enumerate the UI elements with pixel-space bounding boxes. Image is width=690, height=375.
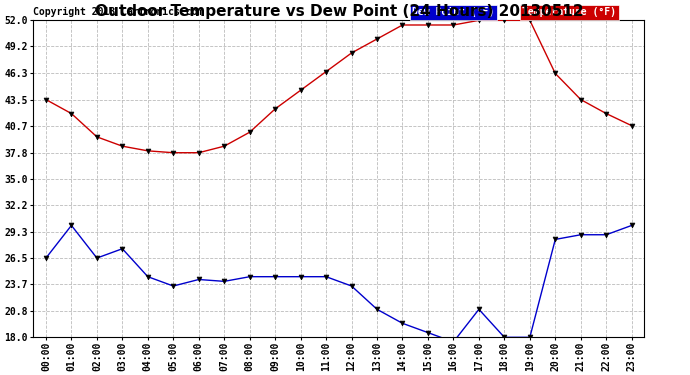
- Text: Temperature (°F): Temperature (°F): [522, 7, 616, 17]
- Title: Outdoor Temperature vs Dew Point (24 Hours) 20130512: Outdoor Temperature vs Dew Point (24 Hou…: [95, 4, 583, 19]
- Text: Dew Point (°F): Dew Point (°F): [412, 7, 495, 17]
- Text: Copyright 2013 Cartronics.com: Copyright 2013 Cartronics.com: [33, 7, 204, 17]
